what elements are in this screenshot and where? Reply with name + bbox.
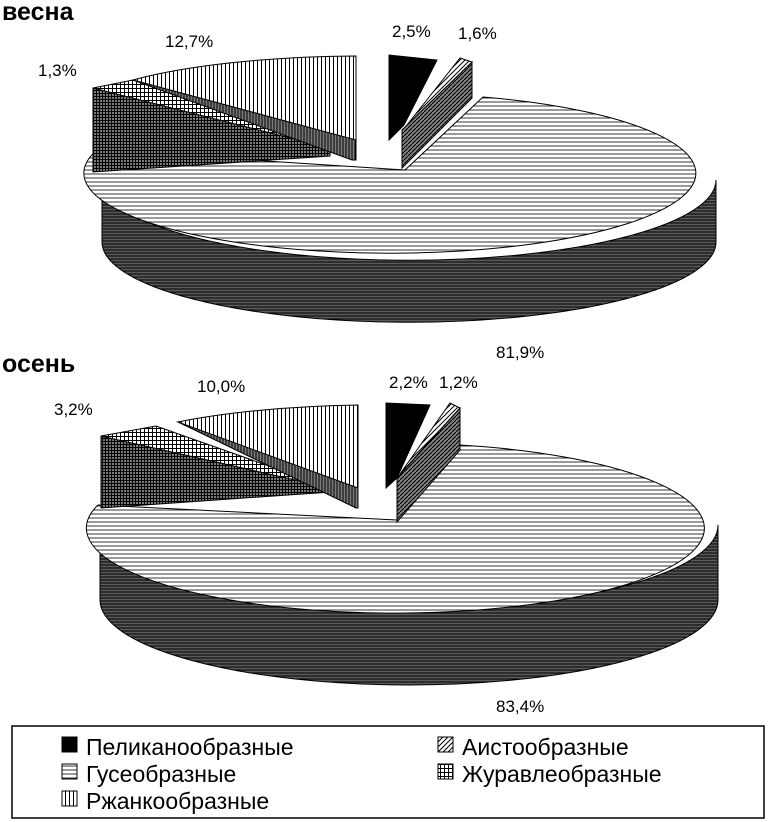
- legend: Пеликанообразные Аистообразные Гусеобраз…: [11, 725, 765, 819]
- autumn-label-geese: 83,4%: [496, 697, 544, 716]
- legend-box: [11, 725, 765, 819]
- autumn-label-cranes: 3,2%: [54, 400, 93, 419]
- spring-slice-shorebirds-top: [131, 55, 357, 141]
- legend-swatch-pelicans: [61, 736, 78, 753]
- autumn-slice-shorebirds-top: [176, 404, 359, 489]
- autumn-label-pelicans: 2,2%: [389, 373, 428, 392]
- legend-swatch-storks: [437, 736, 454, 753]
- legend-swatch-cranes: [437, 763, 454, 780]
- spring-pie-chart: [83, 54, 717, 323]
- legend-label-pelicans: Пеликанообразные: [86, 734, 294, 760]
- legend-label-cranes: Журавлеобразные: [462, 761, 662, 787]
- legend-swatch-shorebirds: [61, 790, 78, 807]
- autumn-pie-chart: [85, 402, 719, 686]
- spring-label-storks: 1,6%: [458, 24, 497, 43]
- legend-swatch-geese: [61, 763, 78, 780]
- autumn-slice-cranes-top: [100, 425, 332, 489]
- legend-label-storks: Аистообразные: [462, 734, 629, 760]
- autumn-label-shorebirds: 10,0%: [197, 377, 245, 396]
- spring-label-pelicans: 2,5%: [392, 22, 431, 41]
- legend-label-geese: Гусеобразные: [86, 761, 236, 787]
- spring-slice-geese-top: [83, 96, 697, 254]
- autumn-chart-title: осень: [2, 350, 75, 378]
- spring-slice-geese-side: [101, 179, 717, 323]
- spring-label-shorebirds: 12,7%: [165, 32, 213, 51]
- spring-label-cranes: 1,3%: [38, 61, 77, 80]
- spring-label-geese: 81,9%: [496, 343, 544, 362]
- legend-label-shorebirds: Ржанкообразные: [86, 788, 269, 814]
- autumn-slice-geese-top: [85, 444, 705, 614]
- spring-slice-pelicans: [388, 54, 438, 142]
- spring-chart-title: весна: [2, 0, 75, 26]
- spring-slice-storks-side: [401, 60, 473, 170]
- autumn-slice-storks-side: [396, 406, 461, 524]
- autumn-label-storks: 1,2%: [439, 373, 478, 392]
